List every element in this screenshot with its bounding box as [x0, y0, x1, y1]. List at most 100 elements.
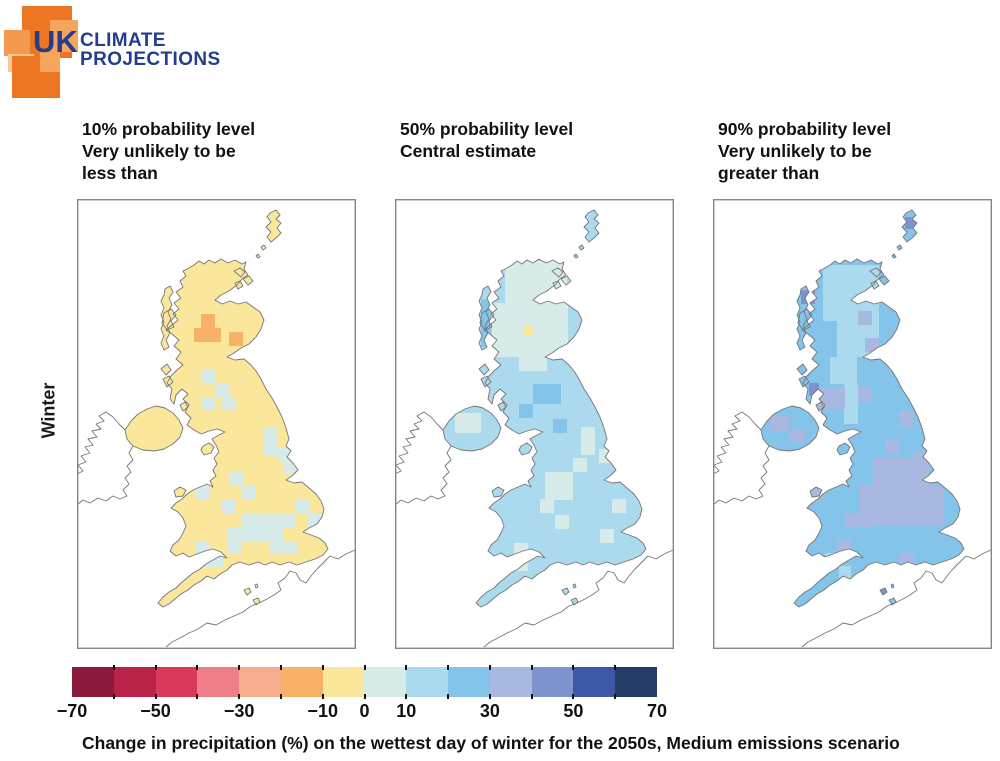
colorbar-segment: [406, 667, 449, 697]
grid-cell: [837, 539, 851, 553]
grid-cell: [899, 411, 913, 427]
grid-cell: [581, 427, 595, 455]
grid-cell: [196, 486, 210, 500]
grid-cell: [201, 369, 215, 383]
colorbar-tick: [447, 665, 450, 670]
grid-cell: [229, 332, 243, 346]
colorbar-tick: [154, 694, 157, 699]
panel-title-90pct: 90% probability level Very unlikely to b…: [718, 118, 891, 184]
grid-cell: [295, 499, 309, 513]
colorbar-tick: [572, 694, 575, 699]
colorbar-tick: [279, 694, 282, 699]
logo-projections-text: PROJECTIONS: [80, 49, 221, 70]
colorbar-tick-label: −70: [56, 701, 88, 721]
colorbar-tick-label: 0: [359, 701, 370, 721]
grid-cell: [481, 299, 491, 347]
panel-frame: [77, 199, 356, 649]
colorbar-tick: [405, 665, 408, 670]
grid-cell: [839, 566, 851, 578]
grid-cell: [858, 311, 872, 325]
colorbar-tick: [572, 665, 575, 670]
grid-cell: [553, 419, 567, 433]
grid-cell: [533, 384, 561, 404]
grid-cell: [845, 514, 873, 528]
colorbar-segment: [615, 667, 657, 697]
grid-cell: [241, 513, 283, 541]
colorbar-tick: [488, 665, 491, 670]
colorbar-segment: [197, 667, 240, 697]
colorbar-tick: [530, 665, 533, 670]
grid-cell: [269, 541, 297, 553]
grid-cell: [612, 499, 626, 513]
colorbar-segment: [280, 667, 323, 697]
title-line: greater than: [718, 163, 820, 183]
grid-cell: [222, 397, 236, 410]
grid-cell: [222, 499, 236, 513]
colorbar-tick: [112, 694, 115, 699]
grid-cell: [886, 439, 900, 453]
colorbar-tick: [321, 665, 324, 670]
grid-cell: [873, 458, 929, 486]
grid-cell: [228, 527, 241, 554]
colorbar-tick: [321, 694, 324, 699]
grid-cell: [201, 397, 215, 410]
grid-cell: [263, 427, 277, 455]
grid-cell: [455, 413, 481, 433]
colorbar-segment: [489, 667, 532, 697]
colorbar-tick: [279, 665, 282, 670]
grid-cell: [215, 383, 229, 397]
map-svg-90pct: [713, 199, 992, 649]
panel-frame: [395, 199, 674, 649]
colorbar-tick: [238, 694, 241, 699]
grid-cell: [858, 388, 872, 402]
panel-title-10pct: 10% probability level Very unlikely to b…: [82, 118, 255, 184]
colorbar: −70 −50 −30 −10 0 10 30 50 70: [57, 665, 667, 727]
colorbar-segment: [364, 667, 407, 697]
season-label: Winter: [26, 356, 72, 464]
colorbar-tick: [405, 694, 408, 699]
ireland-coastline: [713, 411, 770, 506]
grid-cell: [573, 458, 587, 472]
colorbar-tick-label: 30: [479, 701, 500, 721]
logo-square: [50, 20, 78, 52]
grid-cell: [900, 553, 914, 565]
france-coastline: [165, 549, 356, 648]
logo-uk-text: UK: [33, 24, 78, 59]
colorbar-tick: [112, 665, 115, 670]
title-line: 90% probability level: [718, 119, 892, 139]
grid-cell: [282, 513, 296, 527]
grid-cell: [519, 404, 533, 418]
grid-cell: [540, 499, 554, 513]
grid-cell: [830, 357, 857, 384]
title-line: less than: [82, 163, 158, 183]
colorbar-segment: [573, 667, 616, 697]
grid-cell: [194, 328, 221, 342]
grid-cell: [229, 472, 243, 486]
colorbar-tick: [614, 665, 617, 670]
grid-cell: [801, 290, 815, 304]
grid-cell: [555, 515, 569, 529]
grid-cell: [905, 217, 917, 229]
colorbar-segment: [239, 667, 281, 697]
grid-cell: [196, 541, 210, 568]
grid-cell: [844, 384, 858, 424]
grid-cell: [865, 338, 879, 352]
france-coastline: [801, 549, 992, 648]
colorbar-tick-label: 10: [396, 701, 417, 721]
colorbar-segment: [155, 667, 198, 697]
colorbar-tick: [154, 665, 157, 670]
colorbar-tick-label: −30: [223, 701, 255, 721]
grid-cell: [832, 458, 846, 472]
ireland-coastline: [395, 411, 452, 506]
grid-cell: [817, 387, 845, 409]
ukcp-logo: UK CLIMATE PROJECTIONS: [0, 0, 320, 105]
colorbar-tick: [530, 694, 533, 699]
map-panel-90pct: [713, 199, 992, 649]
colorbar-tick: [196, 665, 199, 670]
colorbar-tick: [363, 665, 366, 670]
map-panel-50pct: [395, 199, 674, 649]
title-line: Central estimate: [400, 141, 537, 161]
grid-cell: [523, 325, 533, 336]
grid-cell: [201, 314, 215, 328]
colorbar-tick: [238, 665, 241, 670]
